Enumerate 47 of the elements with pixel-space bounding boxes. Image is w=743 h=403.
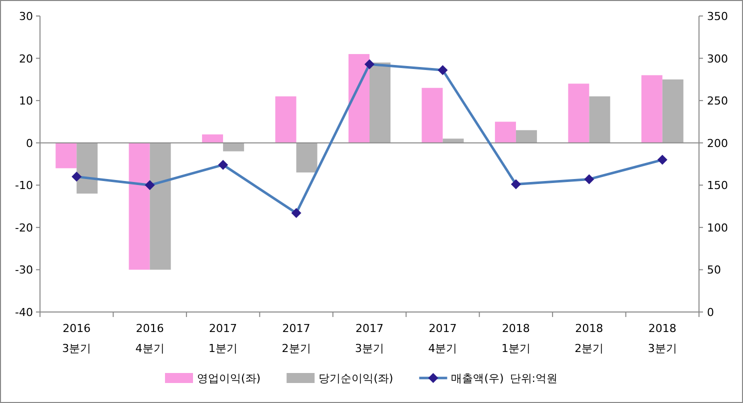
bar <box>348 54 370 143</box>
x-tick-label: 2017 1분기 <box>208 322 238 355</box>
y-tick-label: -10 <box>15 179 33 192</box>
text: 단위:억원 <box>510 372 558 385</box>
x-tick-label: 2016 4분기 <box>135 322 164 355</box>
bar <box>589 96 610 143</box>
x-tick-label: 2018 1분기 <box>501 322 530 355</box>
y-tick-label: -20 <box>15 221 33 234</box>
bar <box>76 142 98 194</box>
bar <box>223 142 244 152</box>
y-tick-label: 30 <box>19 10 33 23</box>
y2-tick-label: 350 <box>707 10 728 23</box>
bar <box>370 62 390 143</box>
x-tick-label: 2018 3분기 <box>648 322 677 355</box>
y-tick-label: 0 <box>26 136 33 150</box>
y-tick-label: -30 <box>15 264 33 277</box>
y-tick-label: 10 <box>19 94 33 108</box>
y2-tick-label: 300 <box>707 52 728 66</box>
y2-tick-label: 50 <box>707 264 721 277</box>
y2-tick-label: 250 <box>707 94 728 108</box>
bar <box>202 134 224 143</box>
bar <box>56 142 77 168</box>
y2-tick-label: 200 <box>707 136 728 150</box>
bar <box>150 142 171 270</box>
bar <box>662 79 684 143</box>
y2-tick-label: 0 <box>707 306 714 319</box>
y-tick-label: -40 <box>15 306 33 319</box>
x-tick-label: 2017 4분기 <box>428 322 458 355</box>
bar <box>128 142 150 270</box>
y-tick-label: 20 <box>19 52 33 66</box>
bar <box>516 130 537 143</box>
bar <box>494 122 516 143</box>
legend-label: 영업이익(좌) <box>197 372 261 385</box>
x-tick-label: 2017 2분기 <box>282 322 311 355</box>
legend-label: 당기순이익(좌) <box>318 372 394 385</box>
bar <box>568 84 590 143</box>
y2-tick-label: 100 <box>707 221 728 234</box>
x-tick-label: 2017 3분기 <box>355 322 384 355</box>
x-tick-label: 2016 3분기 <box>62 322 92 355</box>
bar <box>422 88 443 143</box>
bar <box>641 75 662 143</box>
x-tick-label: 2018 2분기 <box>574 322 604 355</box>
bar <box>275 96 296 143</box>
y2-tick-label: 150 <box>707 179 728 192</box>
bar <box>442 138 464 143</box>
bar <box>296 142 318 172</box>
legend-label: 매출액(우) <box>451 372 504 385</box>
